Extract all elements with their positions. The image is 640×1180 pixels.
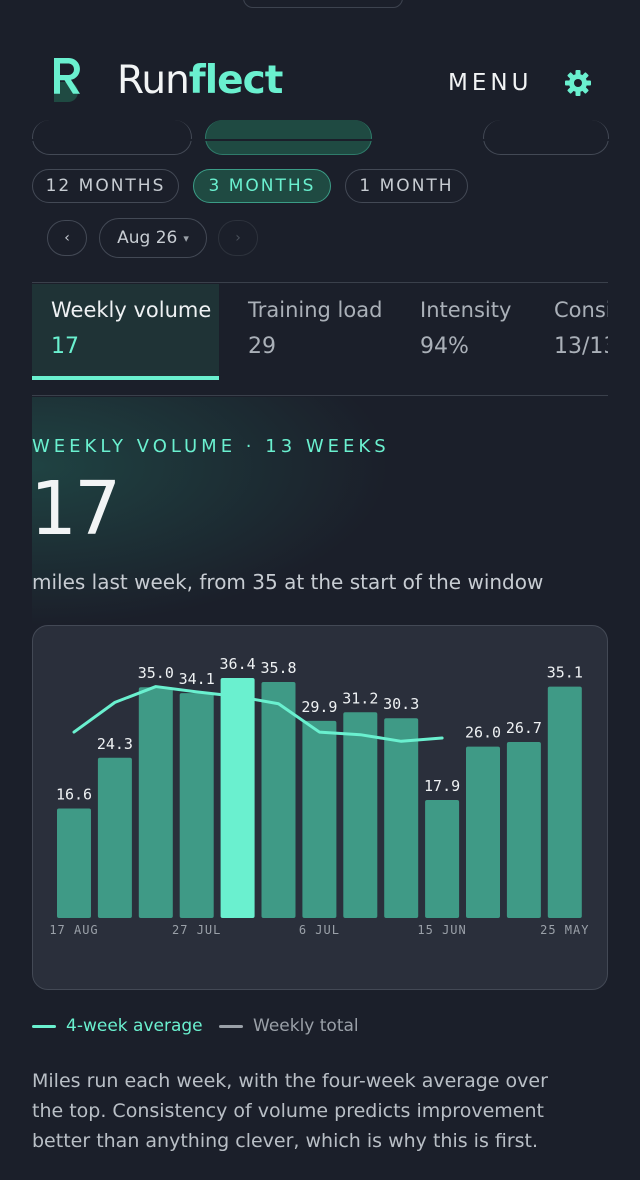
chart-bar[interactable] — [220, 678, 255, 918]
chart-data-label: 30.3 — [383, 695, 419, 713]
chart-x-tick-label: 17 AUG — [49, 923, 98, 937]
chart-x-tick-label: 25 MAY — [540, 923, 589, 937]
chart-data-label: 36.4 — [220, 655, 256, 673]
weekly-volume-chart: 16.6 24.3 35.0 34.1 36.4 35.8 29.9 31.2 30.3 17.9… — [32, 625, 608, 990]
tab-label: Intensity — [420, 298, 512, 322]
legend-line-swatch — [219, 1024, 243, 1028]
legend-line-swatch — [32, 1024, 56, 1028]
app-header: Runflect MENU — [0, 0, 640, 140]
chevron-left-icon: ‹ — [64, 230, 70, 246]
brand-name-part2: flect — [188, 58, 284, 103]
scrolled-pill[interactable] — [32, 120, 192, 155]
chart-bar[interactable] — [343, 712, 378, 918]
tab-value: 17 — [51, 334, 79, 359]
menu-button[interactable]: MENU — [448, 70, 533, 96]
tab-value: 13/13 — [554, 334, 608, 359]
chart-bar[interactable] — [547, 686, 582, 918]
range-pill-3-months[interactable]: 3 MONTHS — [193, 169, 331, 203]
scrolled-pill[interactable] — [483, 120, 609, 155]
logo-icon[interactable] — [50, 54, 86, 112]
range-pill-1-month[interactable]: 1 MONTH — [345, 169, 468, 203]
chart-data-label: 35.8 — [260, 659, 296, 677]
section-eyebrow: WEEKLY VOLUME · 13 WEEKS — [32, 436, 390, 457]
chart-data-label: 34.1 — [179, 670, 215, 688]
tab-value: 94% — [420, 334, 469, 359]
chart-data-label: 17.9 — [424, 777, 460, 795]
hero-glow — [32, 397, 392, 627]
chart-average-line — [72, 685, 444, 743]
chart-data-label: 26.0 — [465, 724, 501, 742]
range-pill-12-months[interactable]: 12 MONTHS — [32, 169, 179, 203]
chart-data-label: 29.9 — [301, 698, 337, 716]
tab-weekly-volume[interactable]: Weekly volume 17 — [32, 284, 219, 380]
chart-bar[interactable] — [425, 799, 460, 918]
tab-training-load[interactable]: Training load 29 — [248, 284, 398, 380]
chart-data-label: 35.1 — [547, 664, 583, 682]
brand-name-part1: Run — [117, 58, 190, 103]
gear-icon[interactable] — [564, 69, 592, 97]
scrolled-pill-active[interactable] — [205, 120, 372, 155]
legend-label: 4-week average — [66, 1016, 203, 1036]
tab-label: Consi — [554, 298, 608, 322]
legend-item-total: Weekly total — [219, 1016, 359, 1036]
chart-bar[interactable] — [179, 693, 214, 918]
scrolled-pill-row — [0, 120, 640, 160]
chart-data-label: 31.2 — [342, 689, 378, 707]
chart-x-tick-label: 15 JUN — [417, 923, 466, 937]
chevron-right-icon: › — [235, 230, 241, 246]
legend-item-average: 4-week average — [32, 1016, 203, 1036]
tab-consistency[interactable]: Consi 13/13 — [554, 284, 608, 380]
divider — [32, 395, 608, 396]
chart-bar[interactable] — [261, 681, 296, 918]
chart-bar[interactable] — [302, 720, 337, 918]
metric-tabs: Weekly volume 17 Training load 29 Intens… — [32, 284, 608, 380]
headline-subtitle: miles last week, from 35 at the start of… — [32, 570, 544, 594]
brand-name[interactable]: Runflect — [117, 58, 284, 103]
legend-label: Weekly total — [253, 1016, 359, 1036]
next-period-button[interactable]: › — [218, 220, 258, 256]
chart-description: Miles run each week, with the four-week … — [32, 1070, 548, 1152]
period-select-value: Aug 26 — [117, 228, 178, 248]
chart-bar[interactable] — [138, 687, 173, 918]
chart-data-label: 24.3 — [97, 735, 133, 753]
tab-label: Weekly volume — [51, 298, 212, 322]
header-divider — [0, 139, 640, 141]
chart-data-label: 16.6 — [56, 786, 92, 804]
chart-svg: 16.6 24.3 35.0 34.1 36.4 35.8 29.9 31.2 30.3 17.9… — [49, 655, 589, 937]
tab-active-indicator — [32, 376, 219, 380]
tab-intensity[interactable]: Intensity 94% — [420, 284, 530, 380]
chart-bar[interactable] — [97, 757, 132, 918]
chart-bar[interactable] — [506, 741, 541, 918]
chart-x-tick-label: 27 JUL — [172, 923, 221, 937]
divider — [32, 282, 608, 283]
chart-bar[interactable] — [57, 808, 91, 918]
chart-bar[interactable] — [466, 746, 500, 918]
caret-down-icon: ▾ — [183, 231, 189, 245]
chart-bar[interactable] — [384, 718, 419, 918]
chart-data-label: 26.7 — [506, 719, 542, 737]
tab-label: Training load — [248, 298, 383, 322]
period-select[interactable]: Aug 26 ▾ — [99, 218, 207, 258]
chart-x-tick-label: 6 JUL — [299, 923, 340, 937]
tab-value: 29 — [248, 334, 276, 359]
prev-period-button[interactable]: ‹ — [47, 220, 87, 256]
chart-data-label: 35.0 — [138, 664, 174, 682]
headline-value: 17 — [30, 466, 121, 552]
